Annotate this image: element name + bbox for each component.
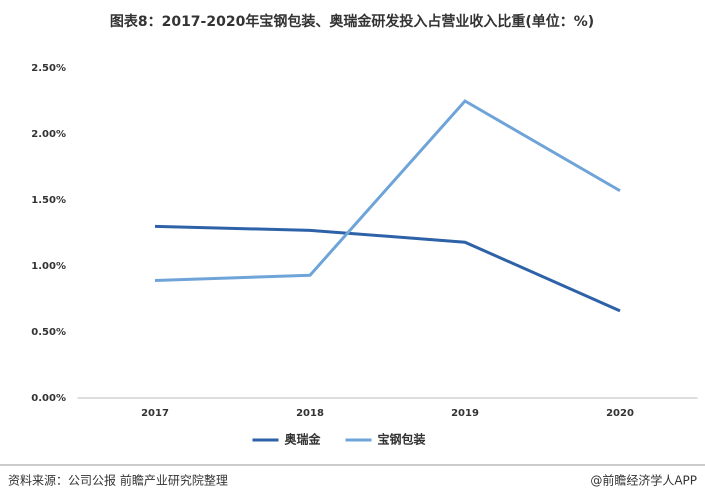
y-tick-label: 1.50%	[31, 195, 66, 206]
y-tick-label: 2.00%	[31, 129, 66, 140]
x-tick-label: 2019	[451, 408, 479, 419]
legend-label: 宝钢包装	[378, 432, 426, 447]
y-tick-label: 1.00%	[31, 261, 66, 272]
y-tick-label: 0.50%	[31, 327, 66, 338]
series-line	[154, 99, 621, 283]
legend-label: 奥瑞金	[285, 432, 322, 447]
source: 资料来源：公司公报 前瞻产业研究院整理	[8, 473, 228, 488]
y-tick-label: 0.00%	[31, 393, 66, 404]
x-tick-label: 2017	[141, 408, 169, 419]
x-tick-label: 2018	[296, 408, 324, 419]
credit: @前瞻经济学人APP	[590, 473, 697, 488]
y-tick-label: 2.50%	[31, 63, 66, 74]
series-line	[154, 224, 621, 313]
x-tick-label: 2020	[606, 408, 634, 419]
chart-title: 图表8：2017-2020年宝钢包装、奥瑞金研发投入占营业收入比重(单位：%)	[110, 13, 594, 30]
